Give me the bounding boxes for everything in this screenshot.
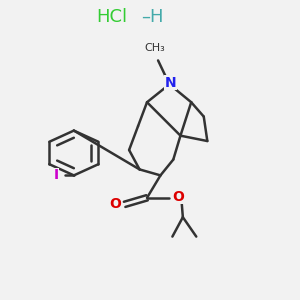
Text: CH₃: CH₃ xyxy=(144,43,165,53)
Text: I: I xyxy=(53,168,58,182)
Text: –H: –H xyxy=(141,8,164,26)
Text: O: O xyxy=(172,190,184,204)
Text: N: N xyxy=(165,76,176,89)
Text: HCl: HCl xyxy=(96,8,128,26)
Text: O: O xyxy=(110,197,122,211)
